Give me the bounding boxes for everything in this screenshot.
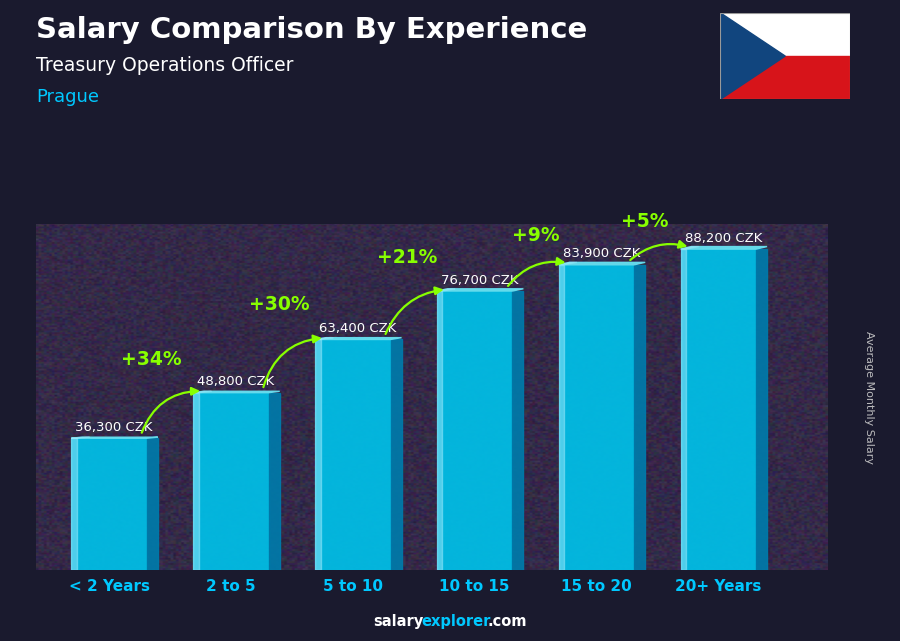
Text: +21%: +21% <box>377 248 437 267</box>
Text: salary: salary <box>374 615 424 629</box>
Text: explorer: explorer <box>421 615 491 629</box>
Polygon shape <box>559 265 564 570</box>
Text: +5%: +5% <box>622 212 669 231</box>
Text: +30%: +30% <box>249 295 310 314</box>
Text: 88,200 CZK: 88,200 CZK <box>685 232 762 245</box>
Text: Treasury Operations Officer: Treasury Operations Officer <box>36 56 293 76</box>
FancyBboxPatch shape <box>559 265 634 570</box>
FancyBboxPatch shape <box>436 291 512 570</box>
Polygon shape <box>391 340 401 570</box>
Polygon shape <box>315 338 401 340</box>
Polygon shape <box>147 438 158 570</box>
Polygon shape <box>436 289 455 291</box>
FancyBboxPatch shape <box>194 393 269 570</box>
Text: Prague: Prague <box>36 88 99 106</box>
Polygon shape <box>194 391 212 392</box>
Text: 48,800 CZK: 48,800 CZK <box>197 376 274 388</box>
FancyBboxPatch shape <box>680 249 756 570</box>
Polygon shape <box>680 247 767 249</box>
FancyBboxPatch shape <box>71 438 147 570</box>
Polygon shape <box>269 393 280 570</box>
Text: +9%: +9% <box>512 226 560 245</box>
Text: 83,900 CZK: 83,900 CZK <box>562 247 640 260</box>
Polygon shape <box>315 338 333 339</box>
Polygon shape <box>634 265 645 570</box>
Bar <box>720 56 850 99</box>
Text: 36,300 CZK: 36,300 CZK <box>76 421 153 434</box>
Text: Average Monthly Salary: Average Monthly Salary <box>863 331 874 464</box>
Text: Salary Comparison By Experience: Salary Comparison By Experience <box>36 16 587 44</box>
Text: 63,400 CZK: 63,400 CZK <box>319 322 396 335</box>
Text: 76,700 CZK: 76,700 CZK <box>441 274 518 287</box>
Polygon shape <box>436 291 443 570</box>
Polygon shape <box>315 340 320 570</box>
Polygon shape <box>680 247 698 249</box>
FancyBboxPatch shape <box>315 340 391 570</box>
Polygon shape <box>194 393 199 570</box>
Polygon shape <box>436 289 524 291</box>
Polygon shape <box>559 262 645 265</box>
Polygon shape <box>71 437 90 438</box>
Polygon shape <box>71 438 76 570</box>
Polygon shape <box>512 291 524 570</box>
Polygon shape <box>756 249 767 570</box>
Polygon shape <box>680 249 686 570</box>
Text: +34%: +34% <box>122 350 182 369</box>
Polygon shape <box>720 13 785 99</box>
Text: .com: .com <box>488 615 527 629</box>
Polygon shape <box>559 262 577 265</box>
Bar <box>720 13 850 56</box>
Polygon shape <box>71 437 158 438</box>
Polygon shape <box>194 391 280 393</box>
